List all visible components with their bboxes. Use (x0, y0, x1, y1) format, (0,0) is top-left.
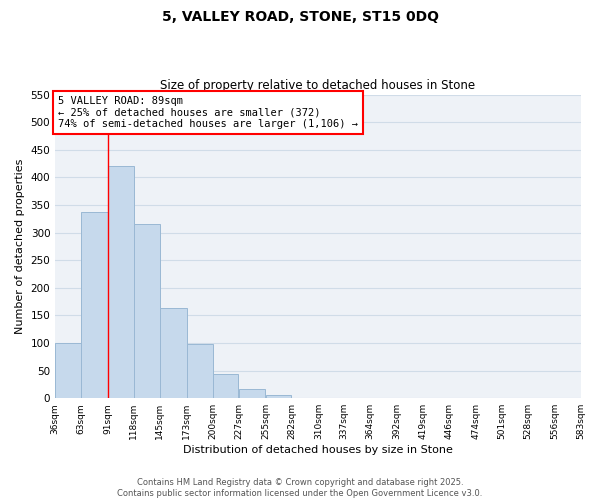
Bar (81, 212, 108, 398)
Bar (134, 224, 160, 398)
Bar (187, 344, 212, 398)
Title: Size of property relative to detached houses in Stone: Size of property relative to detached ho… (160, 79, 475, 92)
Bar (108, 166, 134, 398)
Bar (160, 308, 187, 398)
X-axis label: Distribution of detached houses by size in Stone: Distribution of detached houses by size … (183, 445, 453, 455)
Text: 5, VALLEY ROAD, STONE, ST15 0DQ: 5, VALLEY ROAD, STONE, ST15 0DQ (161, 10, 439, 24)
Bar (55, 343, 81, 398)
Bar (239, 389, 265, 398)
Bar (266, 396, 291, 398)
Text: Contains HM Land Registry data © Crown copyright and database right 2025.
Contai: Contains HM Land Registry data © Crown c… (118, 478, 482, 498)
Bar (213, 374, 238, 398)
Y-axis label: Number of detached properties: Number of detached properties (15, 158, 25, 334)
Text: 5 VALLEY ROAD: 89sqm
← 25% of detached houses are smaller (372)
74% of semi-deta: 5 VALLEY ROAD: 89sqm ← 25% of detached h… (58, 96, 358, 130)
